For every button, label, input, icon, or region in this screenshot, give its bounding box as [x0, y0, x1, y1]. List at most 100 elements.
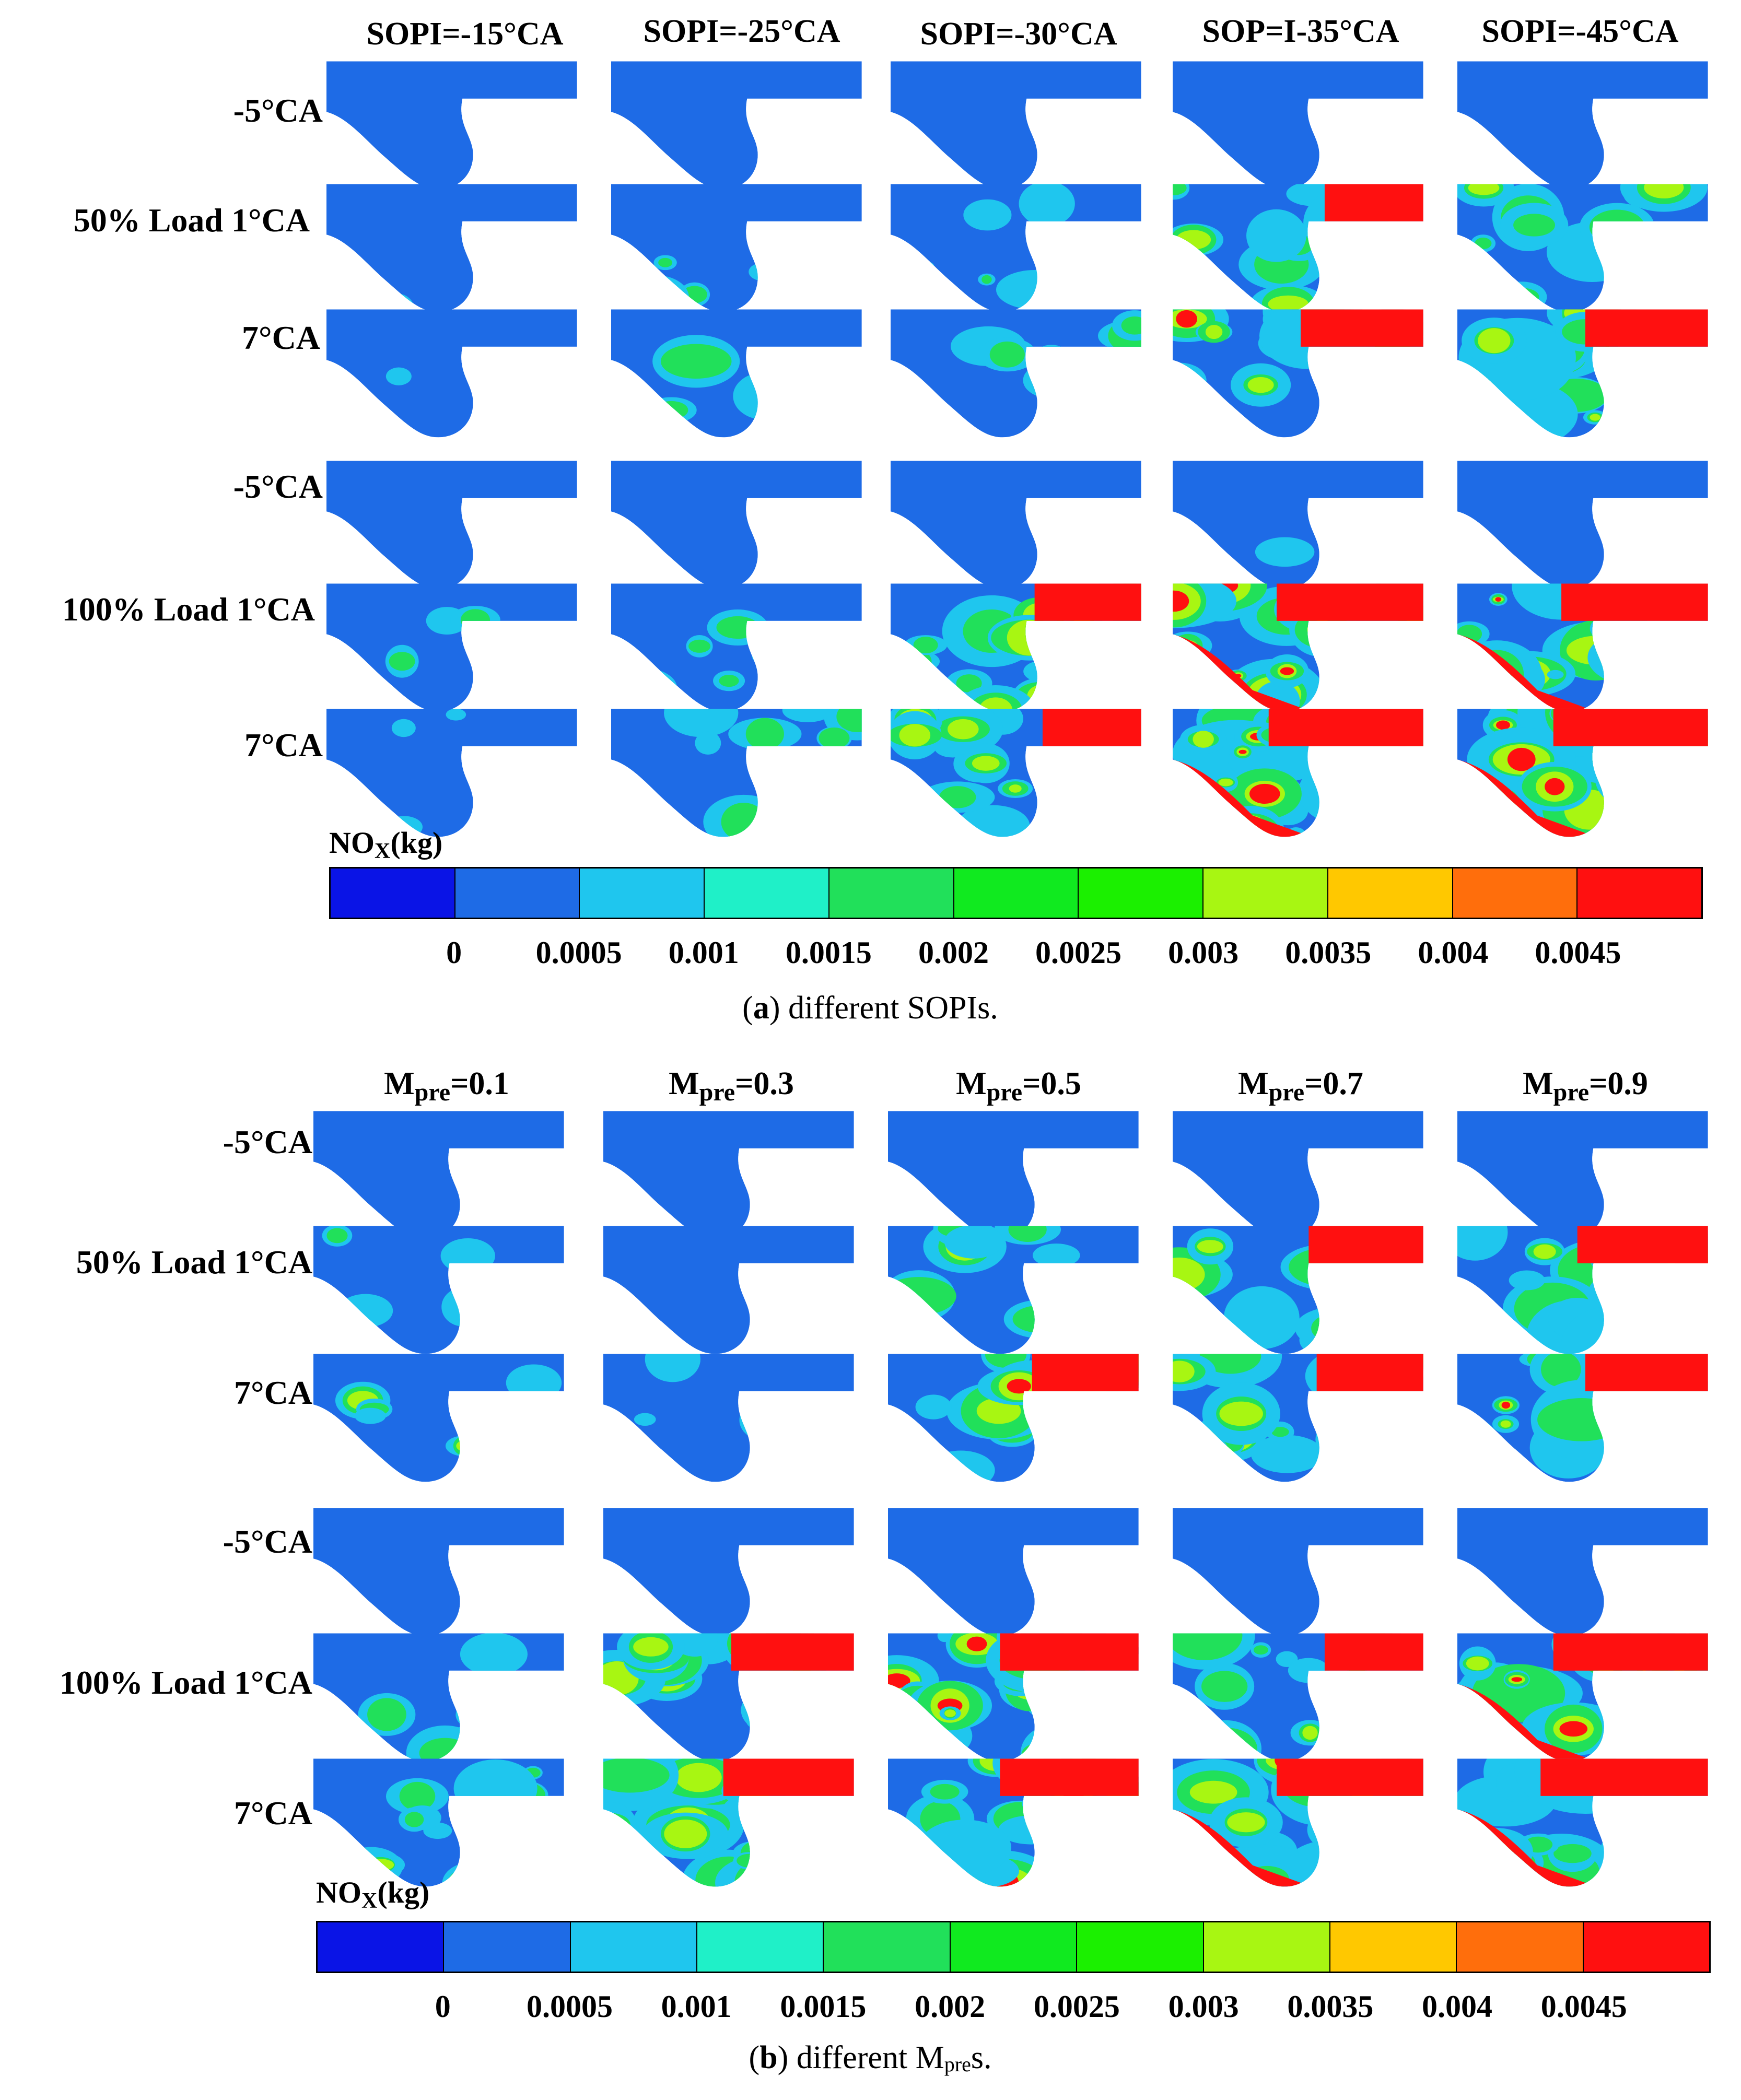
colorbar-tick-label: 0.0015 — [785, 935, 872, 970]
contour-blob — [1181, 1334, 1202, 1347]
colorbar-swatch-3 — [705, 869, 829, 918]
contour-b-r5-c3 — [1173, 1757, 1429, 1893]
contour-blob — [1047, 1822, 1126, 1859]
contour-blob — [389, 652, 415, 671]
colorbar-swatch-6 — [1079, 869, 1204, 918]
contour-blob — [1321, 808, 1330, 815]
contour-blob — [936, 290, 955, 306]
contour-blob — [1363, 362, 1404, 388]
contour-blob — [1403, 1696, 1423, 1717]
contour-blob — [1616, 1459, 1681, 1482]
contour-blob — [777, 1707, 823, 1738]
contour-blob — [1302, 1726, 1318, 1740]
contour-blob — [1219, 1401, 1263, 1426]
contour-blob — [1069, 618, 1095, 636]
contour-high-region — [1000, 1758, 1139, 1796]
contour-blob — [1345, 1324, 1399, 1354]
contour-blob — [1114, 1733, 1134, 1750]
colorbar-tick-label: 0.0005 — [535, 935, 622, 970]
contour-blob — [1218, 778, 1233, 787]
contour-blob — [750, 1872, 773, 1887]
contour-blob — [471, 1791, 514, 1827]
contour-blob — [793, 407, 843, 432]
contour-blob — [782, 709, 833, 722]
contour-blob — [639, 1872, 653, 1884]
contour-blob — [603, 1758, 670, 1793]
contour-blob — [1641, 1416, 1707, 1458]
contour-blob — [1640, 623, 1692, 653]
contour-blob — [1394, 784, 1423, 825]
contour-blob — [939, 786, 976, 808]
contour-blob — [1472, 687, 1511, 706]
contour-blob — [627, 1848, 645, 1859]
colorbar-tick-label: 0.0035 — [1287, 1989, 1374, 2024]
contour-blob — [636, 1872, 656, 1884]
contour-blob — [1606, 1843, 1615, 1848]
contour-blob — [1679, 1467, 1708, 1482]
contour-blob — [1032, 1675, 1094, 1716]
contour-blob — [1201, 1671, 1248, 1702]
contour-blob — [1034, 1799, 1050, 1809]
contour-blob — [1610, 1305, 1670, 1354]
colorbar-tick-label: 0.0005 — [526, 1989, 613, 2024]
contour-blob — [1616, 227, 1703, 292]
contour-b-r3-c3 — [1173, 1507, 1429, 1643]
contour-blob — [1074, 1834, 1100, 1847]
contour-blob — [1383, 353, 1422, 388]
contour-blob — [1604, 1840, 1617, 1850]
colorbar-tick-label: 0.002 — [915, 1989, 986, 2024]
contour-a-r2-c0 — [326, 308, 582, 444]
contour-blob — [1378, 1802, 1423, 1829]
contour-blob — [787, 1724, 801, 1733]
legend-title-a: NOX(kg) — [329, 826, 443, 863]
contour-blob — [1127, 1730, 1139, 1741]
contour-blob — [1511, 1677, 1523, 1682]
contour-blob — [1625, 1722, 1660, 1743]
contour-b-r1-c0 — [313, 1225, 569, 1360]
contour-blob — [1353, 1796, 1386, 1817]
colorbar-tick-label: 0.003 — [1168, 1989, 1239, 2024]
contour-blob — [1317, 1818, 1365, 1841]
contour-blob — [1012, 1305, 1067, 1333]
contour-blob — [332, 1464, 361, 1479]
contour-blob — [765, 1454, 817, 1482]
contour-blob — [1357, 1688, 1404, 1724]
contour-blob — [1653, 648, 1708, 701]
contour-high-region — [1277, 1758, 1423, 1796]
contour-blob — [1394, 349, 1419, 365]
colorbar-swatch-0 — [318, 1922, 445, 1972]
contour-high-region — [1301, 309, 1423, 347]
contour-blob — [603, 1875, 618, 1887]
contour-blob — [826, 428, 851, 438]
contour-blob — [891, 653, 936, 705]
contour-b-r5-c4 — [1457, 1757, 1713, 1893]
contour-a-r5-c2 — [891, 708, 1147, 843]
contour-a-r2-c2 — [891, 308, 1147, 444]
contour-blob — [764, 1853, 779, 1863]
contour-blob — [1083, 1825, 1129, 1858]
contour-blob — [1333, 639, 1361, 660]
contour-blob — [1664, 667, 1694, 685]
contour-blob — [1062, 1284, 1119, 1314]
col-header-sopi-35: SOP=I-35°CA — [1202, 14, 1399, 49]
contour-blob — [937, 1633, 952, 1643]
colorbar-tick-label: 0.0035 — [1285, 935, 1372, 970]
contour-blob — [914, 819, 942, 835]
contour-b-r1-c3 — [1173, 1225, 1429, 1360]
contour-blob — [1059, 1733, 1102, 1755]
contour-blob — [1399, 352, 1413, 361]
contour-b-r4-c0 — [313, 1632, 569, 1768]
contour-blob — [1173, 407, 1206, 433]
contour-blob — [966, 1636, 987, 1651]
contour-blob — [1032, 356, 1085, 393]
contour-blob — [328, 1464, 380, 1482]
contour-blob — [1379, 1812, 1423, 1843]
contour-blob — [754, 1856, 803, 1880]
contour-a-r5-c0 — [326, 708, 582, 843]
contour-b-r2-c4 — [1457, 1353, 1713, 1488]
contour-blob — [338, 1465, 354, 1477]
contour-a-r3-c3 — [1173, 460, 1429, 595]
contour-blob — [1414, 409, 1423, 417]
contour-blob — [805, 1670, 825, 1681]
contour-blob — [1664, 760, 1708, 796]
